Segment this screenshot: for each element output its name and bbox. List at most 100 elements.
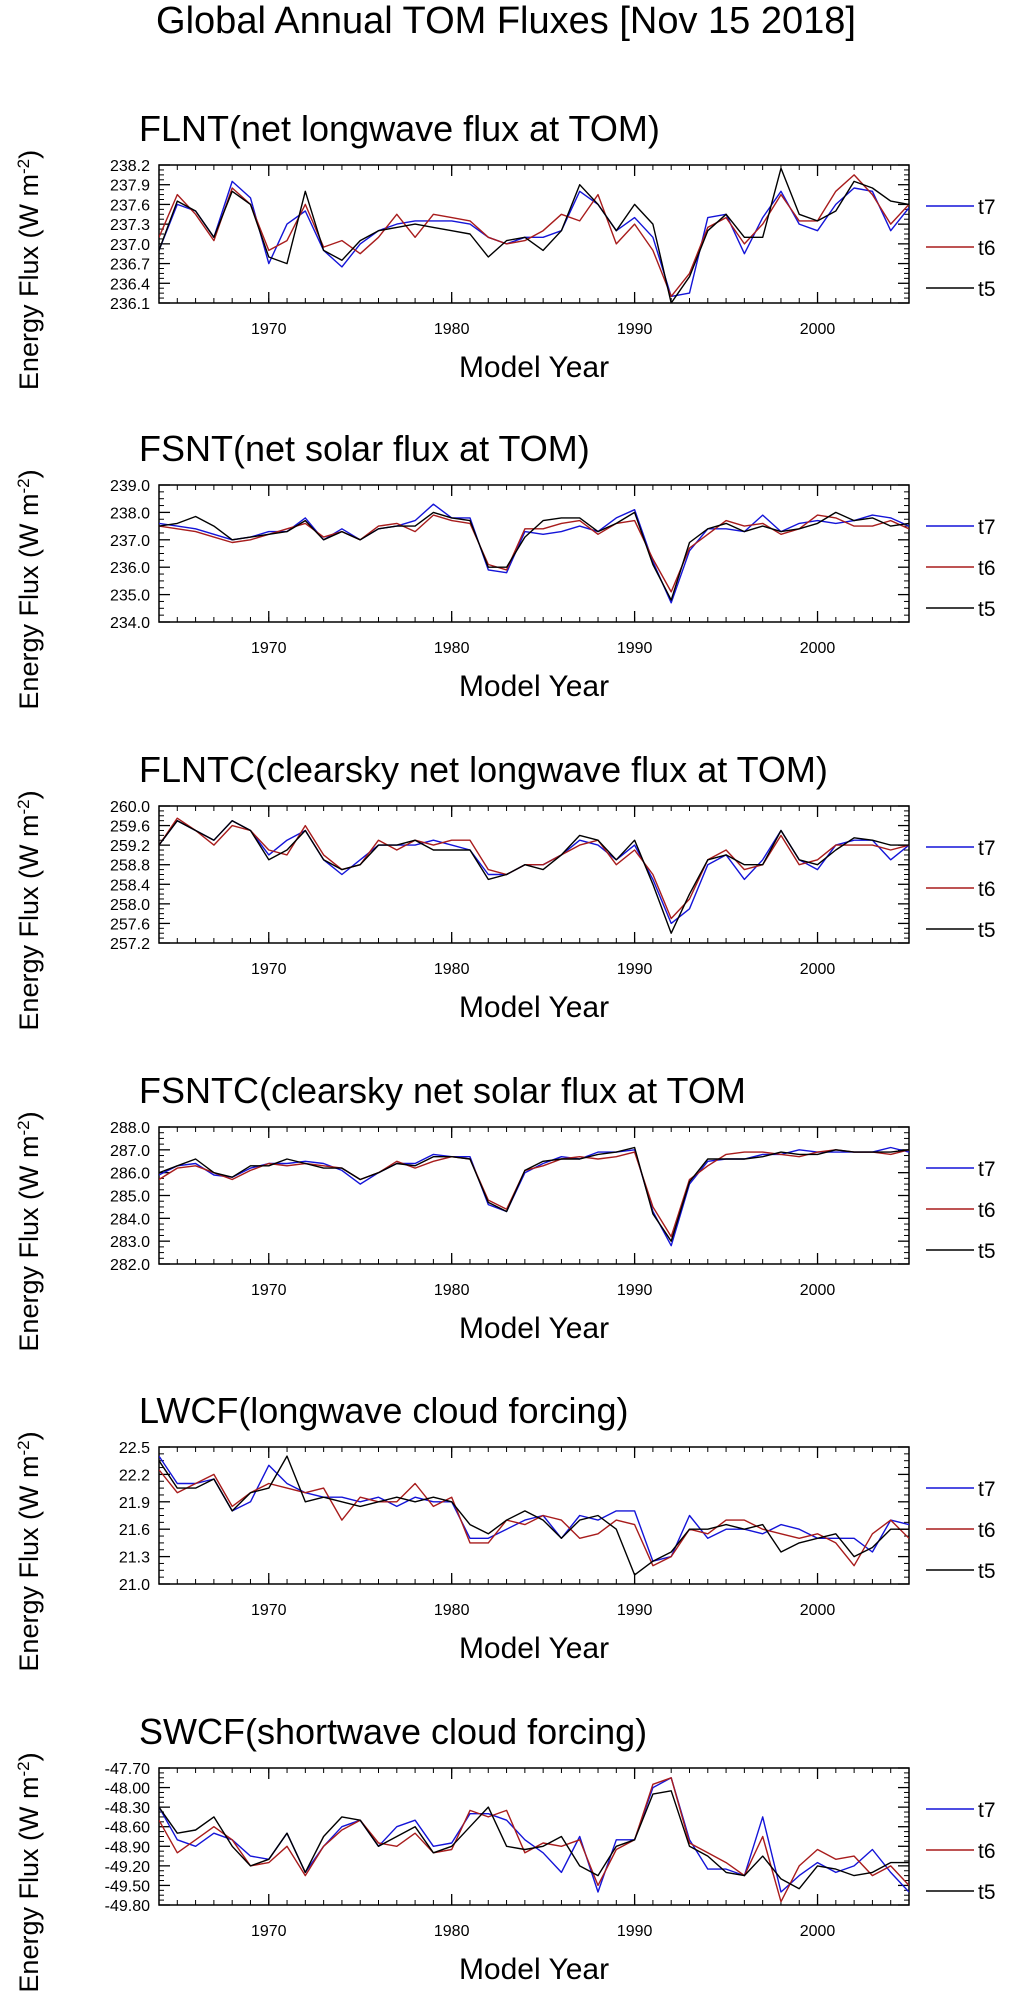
x-tick-label: 1980 xyxy=(434,1923,470,1940)
series-line-t7 xyxy=(159,1777,909,1893)
y-tick-label: 288.0 xyxy=(110,1120,150,1137)
x-tick-label: 1980 xyxy=(434,961,470,978)
legend-label-t5: t5 xyxy=(978,919,996,942)
legend-label-t6: t6 xyxy=(978,1199,996,1222)
x-tick-label: 1970 xyxy=(251,961,287,978)
legend-label-t6: t6 xyxy=(978,1840,996,1863)
y-tick-label: 237.0 xyxy=(110,533,150,550)
plot-frame xyxy=(158,164,910,304)
x-tick-label: 1990 xyxy=(617,961,653,978)
series-lines xyxy=(159,817,909,934)
series-lines xyxy=(159,1777,909,1903)
y-tick-label: 237.6 xyxy=(110,197,150,214)
x-tick-label: 1980 xyxy=(434,321,470,338)
series-line-t7 xyxy=(159,1455,909,1562)
series-lines xyxy=(159,503,909,604)
series-line-t7 xyxy=(159,503,909,604)
y-tick-label: 284.0 xyxy=(110,1211,150,1228)
x-tick-label: 1990 xyxy=(617,1282,653,1299)
y-tick-label: 236.4 xyxy=(110,276,150,293)
y-axis-label: Energy Flux (W m-2) xyxy=(14,150,45,390)
y-tick-label: -48.90 xyxy=(105,1839,150,1856)
legend-label-t7: t7 xyxy=(978,1799,996,1822)
y-tick-label: 236.0 xyxy=(110,560,150,577)
series-line-t6 xyxy=(159,514,909,593)
x-tick-label: 2000 xyxy=(800,1923,836,1940)
y-tick-label: 282.0 xyxy=(110,1257,150,1274)
y-axis-label: Energy Flux (W m-2) xyxy=(14,1111,45,1351)
y-axis-label: Energy Flux (W m-2) xyxy=(14,790,45,1030)
legend-label-t7: t7 xyxy=(978,1478,996,1501)
legend: t7 t6 t5 xyxy=(926,196,996,301)
y-tick-label: 258.4 xyxy=(110,877,150,894)
series-lines xyxy=(159,1146,909,1247)
series-line-t7 xyxy=(159,820,909,925)
x-tick-label: 2000 xyxy=(800,1602,836,1619)
legend-label-t5: t5 xyxy=(978,1881,996,1904)
x-tick-label: 1980 xyxy=(434,1602,470,1619)
x-axis-label: Model Year xyxy=(459,1632,609,1665)
y-tick-label: 258.0 xyxy=(110,897,150,914)
chart-panel-5: LWCF(longwave cloud forcing) Energy Flux … xyxy=(14,1390,996,1672)
series-line-t5 xyxy=(159,1790,909,1890)
series-line-t5 xyxy=(159,820,909,934)
y-tick-label: -48.30 xyxy=(105,1800,150,1817)
y-axis-label: Energy Flux (W m-2) xyxy=(14,1752,45,1992)
x-axis-label: Model Year xyxy=(459,1953,609,1986)
series-lines xyxy=(159,167,909,303)
legend-label-t5: t5 xyxy=(978,1560,996,1583)
chart-panel-4: FSNTC(clearsky net solar flux at TOM Ener… xyxy=(14,1070,996,1352)
x-tick-label: 2000 xyxy=(800,1282,836,1299)
y-tick-label: -49.20 xyxy=(105,1859,150,1876)
x-tick-label: 2000 xyxy=(800,321,836,338)
series-line-t6 xyxy=(159,1469,909,1567)
x-tick-label: 1970 xyxy=(251,321,287,338)
series-line-t7 xyxy=(159,180,909,298)
plot-frame xyxy=(158,805,910,944)
y-tick-label: 259.2 xyxy=(110,838,150,855)
x-tick-label: 1970 xyxy=(251,640,287,657)
legend-label-t5: t5 xyxy=(978,278,996,301)
legend: t7 t6 t5 xyxy=(926,1799,996,1904)
legend-label-t7: t7 xyxy=(978,516,996,539)
x-tick-label: 1990 xyxy=(617,640,653,657)
y-tick-label: 283.0 xyxy=(110,1234,150,1251)
y-tick-label: 234.0 xyxy=(110,615,150,632)
series-line-t6 xyxy=(159,817,909,920)
legend: t7 t6 t5 xyxy=(926,516,996,621)
y-tick-label: -48.60 xyxy=(105,1820,150,1837)
series-line-t5 xyxy=(159,1146,909,1242)
panel-title: FLNTC(clearsky net longwave flux at TOM) xyxy=(139,749,828,790)
chart-panels: FLNT(net longwave flux at TOM) Energy Flu… xyxy=(14,108,996,1993)
legend: t7 t6 t5 xyxy=(926,1478,996,1583)
y-tick-label: 238.0 xyxy=(110,505,150,522)
y-tick-label: 287.0 xyxy=(110,1143,150,1160)
y-tick-label: 257.6 xyxy=(110,916,150,933)
y-tick-label: 237.3 xyxy=(110,217,150,234)
series-line-t7 xyxy=(159,1146,909,1247)
x-tick-label: 1970 xyxy=(251,1923,287,1940)
y-tick-label: -49.80 xyxy=(105,1898,150,1915)
y-tick-label: 258.8 xyxy=(110,858,150,875)
panel-title: SWCF(shortwave cloud forcing) xyxy=(139,1711,647,1752)
y-tick-label: 237.9 xyxy=(110,178,150,195)
y-tick-label: -47.70 xyxy=(105,1761,150,1778)
series-line-t5 xyxy=(159,1455,909,1576)
x-tick-label: 1990 xyxy=(617,1923,653,1940)
figure-title: Global Annual TOM Fluxes [Nov 15 2018] xyxy=(156,0,856,42)
chart-panel-1: FLNT(net longwave flux at TOM) Energy Flu… xyxy=(14,108,996,390)
y-tick-label: 238.2 xyxy=(110,158,150,175)
y-tick-label: -48.00 xyxy=(105,1781,150,1798)
y-tick-label: 21.0 xyxy=(119,1577,150,1594)
y-tick-label: 286.0 xyxy=(110,1166,150,1183)
x-tick-label: 1980 xyxy=(434,1282,470,1299)
y-tick-label: -49.50 xyxy=(105,1878,150,1895)
legend: t7 t6 t5 xyxy=(926,837,996,942)
y-axis-label: Energy Flux (W m-2) xyxy=(14,1431,45,1671)
x-tick-label: 1990 xyxy=(617,1602,653,1619)
legend-label-t7: t7 xyxy=(978,1158,996,1181)
chart-panel-6: SWCF(shortwave cloud forcing) Energy Flux… xyxy=(14,1711,996,1993)
y-tick-label: 236.7 xyxy=(110,257,150,274)
chart-panel-2: FSNT(net solar flux at TOM) Energy Flux (… xyxy=(14,428,996,710)
